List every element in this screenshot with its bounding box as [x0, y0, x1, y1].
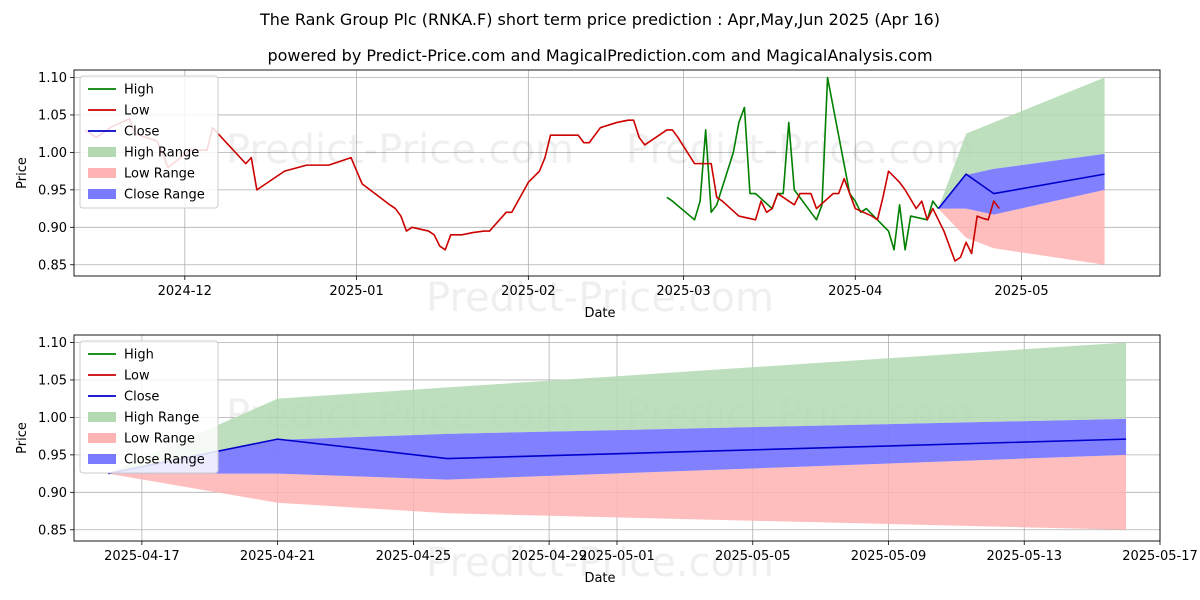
watermark: Predict-Price.com: [426, 275, 774, 321]
x-tick-label: 2025-05-05: [715, 549, 791, 564]
x-tick-label: 2025-04-17: [104, 549, 180, 564]
y-axis-label: Price: [15, 422, 30, 454]
y-tick-label: 0.95: [38, 183, 67, 198]
legend-swatch-low-range: [88, 168, 116, 178]
low-range-area: [107, 454, 1127, 530]
x-tick-label: 2025-04-21: [240, 549, 316, 564]
close-range-area: [107, 418, 1127, 480]
y-tick-label: 0.85: [38, 258, 67, 273]
low-range-area: [938, 189, 1105, 265]
x-tick-label: 2025-04-25: [376, 549, 452, 564]
legend-label-low-range: Low Range: [124, 432, 195, 447]
y-tick-label: 1.10: [38, 71, 67, 86]
x-tick-label: 2025-05: [994, 284, 1048, 299]
legend-swatch-close-range: [88, 189, 116, 199]
watermark: Predict-Price.com: [226, 127, 574, 173]
x-tick-label: 2025-05-17: [1122, 549, 1198, 564]
high-series-line: [666, 76, 940, 251]
x-tick-label: 2025-02: [501, 284, 555, 299]
legend-swatch-close-range: [88, 454, 116, 464]
x-tick-label: 2025-04-29: [511, 549, 587, 564]
legend-swatch-low-range: [88, 433, 116, 443]
high-range-area: [938, 77, 1105, 209]
y-tick-label: 0.90: [38, 221, 67, 236]
legend-label-high-range: High Range: [124, 146, 199, 161]
legend: High Low Close High Range Low Range Close Ran…: [79, 340, 219, 474]
legend-label-high: High: [124, 348, 154, 363]
axes-frame: [73, 334, 1161, 542]
legend-label-close-range: Close Range: [124, 188, 205, 203]
legend-label-low: Low: [124, 104, 150, 119]
chart-subtitle: powered by Predict-Price.com and Magical…: [267, 46, 933, 65]
legend-label-low: Low: [124, 369, 150, 384]
x-axis-label: Date: [584, 306, 615, 321]
x-tick-label: 2025-05-09: [851, 549, 927, 564]
watermark: Predict-Price.com: [626, 127, 974, 173]
chart-title: The Rank Group Plc (RNKA.F) short term p…: [260, 10, 940, 29]
legend-swatch-high-range: [88, 412, 116, 422]
plot-area: [107, 342, 1127, 530]
y-axis-label: Price: [15, 157, 30, 189]
x-tick-label: 2025-01: [329, 284, 383, 299]
x-tick-label: 2025-05-13: [986, 549, 1062, 564]
y-tick-label: 1.05: [38, 373, 67, 388]
y-tick-label: 1.10: [38, 336, 67, 351]
close-range-area: [938, 153, 1105, 215]
close-series-line: [937, 173, 1105, 210]
x-tick-label: 2025-04: [828, 284, 882, 299]
y-tick-label: 1.05: [38, 108, 67, 123]
y-tick-label: 1.00: [38, 411, 67, 426]
high-range-area: [107, 342, 1127, 474]
legend-label-high-range: High Range: [124, 411, 199, 426]
legend: High Low Close High Range Low Range Close Ran…: [79, 75, 219, 209]
y-tick-label: 0.95: [38, 448, 67, 463]
plot-area: [84, 76, 1105, 265]
x-tick-label: 2025-05-01: [579, 549, 655, 564]
legend-swatch-high-range: [88, 147, 116, 157]
legend-label-close: Close: [124, 125, 159, 140]
legend-label-high: High: [124, 83, 154, 98]
x-tick-label: 2024-12: [158, 284, 212, 299]
x-tick-label: 2025-03: [656, 284, 710, 299]
chart-panel-2: 2025-04-17 2025-04-21 2025-04-25 2025-04-29…: [15, 334, 1198, 586]
chart-panel-1: 2024-12 2025-01 2025-02 2025-03 2025-04 2025-…: [15, 69, 1161, 321]
legend-label-close: Close: [124, 390, 159, 405]
watermark: Predict-Price.com: [426, 540, 774, 586]
x-axis-label: Date: [584, 571, 615, 586]
legend-label-low-range: Low Range: [124, 167, 195, 182]
low-series-line: [84, 117, 1000, 262]
y-tick-label: 0.85: [38, 523, 67, 538]
legend-label-close-range: Close Range: [124, 453, 205, 468]
y-tick-label: 1.00: [38, 146, 67, 161]
axes-frame: [73, 69, 1161, 277]
y-tick-label: 0.90: [38, 486, 67, 501]
